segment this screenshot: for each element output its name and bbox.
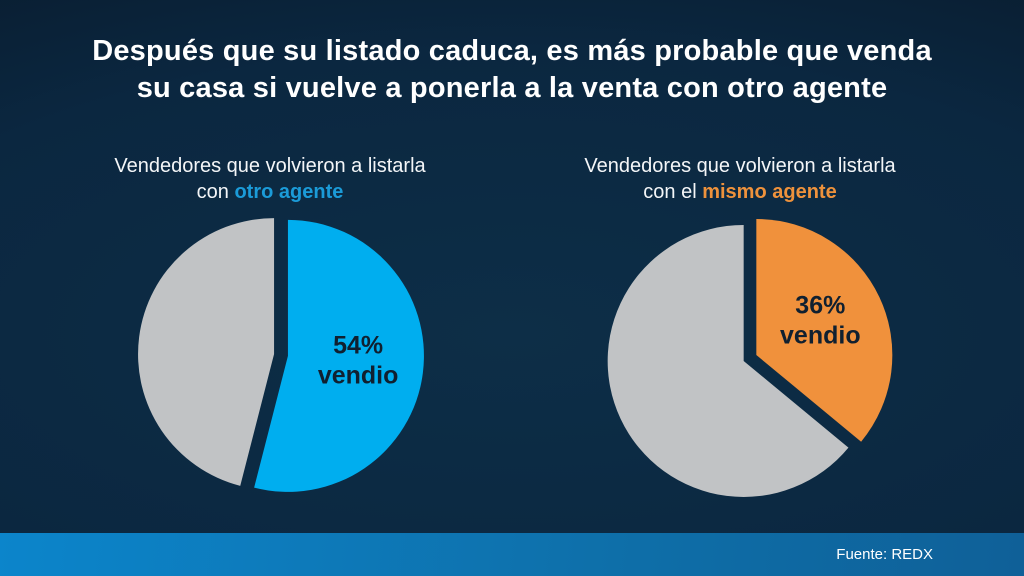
pie-slice-vendio [254,219,424,492]
left-pie-subtitle-line1: Vendedores que volvieron a listarla [114,155,426,177]
pie-slice-no-vendio [138,218,275,486]
pie-chart-otro-agente: 54% vendio [138,218,424,492]
pie-slice-no-vendio [607,224,849,497]
footer-bar: Fuente: REDX [0,533,1024,576]
pie-slice-label: 54% vendio [318,331,399,389]
pie-chart-mismo-agente: 36% vendio [607,219,893,497]
right-pie-subtitle-line1: Vendedores que volvieron a listarla [584,155,896,177]
right-pie-subtitle: Vendedores que volvieron a listarla con … [510,153,970,205]
pie-slice-label: 36% vendio [780,292,861,350]
slide-title-line2: su casa si vuelve a ponerla a la venta c… [136,72,888,104]
left-pie-subtitle-highlight: otro agente [234,181,344,203]
right-pie-subtitle-prefix: con el [643,181,703,203]
slide-title-line1: Después que su listado caduca, es más pr… [92,35,932,67]
left-pie-subtitle-prefix: con [196,181,235,203]
right-pie-subtitle-highlight: mismo agente [702,181,837,203]
left-pie-subtitle: Vendedores que volvieron a listarla con … [40,153,500,205]
slide-title: Después que su listado caduca, es más pr… [0,33,1024,107]
pie-slice-vendio [756,219,893,442]
source-text: Fuente: REDX [836,546,933,563]
